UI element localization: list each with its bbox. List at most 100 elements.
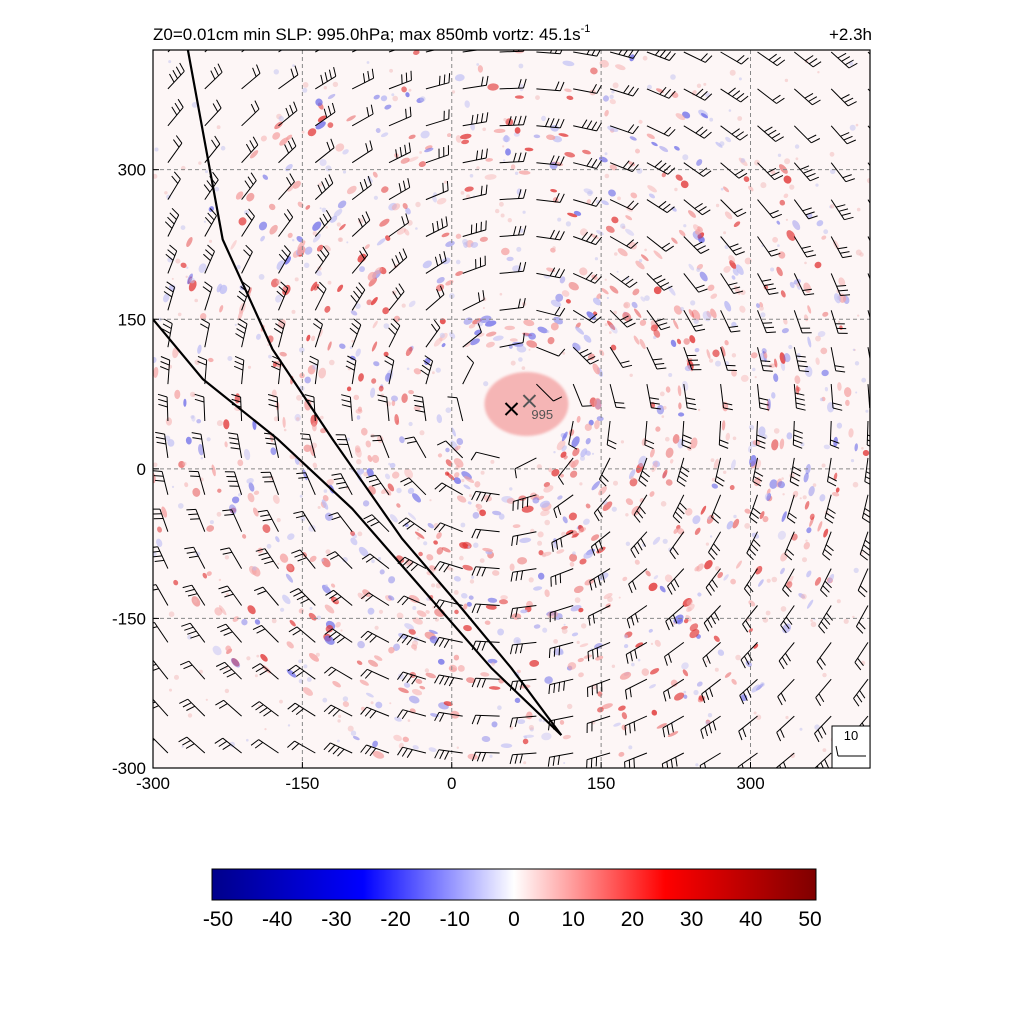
vorticity-speck [272, 132, 281, 140]
vorticity-speck [647, 185, 657, 193]
vorticity-speck [385, 595, 392, 602]
vorticity-speck [589, 402, 592, 405]
vorticity-speck [854, 443, 858, 452]
vorticity-speck [305, 205, 311, 210]
vorticity-speck [256, 654, 260, 658]
vorticity-speck [388, 646, 395, 654]
vorticity-speck [866, 178, 870, 184]
wind-barb [251, 701, 279, 717]
vorticity-speck [217, 488, 222, 493]
vorticity-speck [619, 672, 632, 680]
colorbar-tick-label: -20 [380, 908, 410, 931]
vorticity-speck [463, 603, 468, 610]
vorticity-speck [287, 724, 291, 727]
vorticity-speck [836, 422, 843, 429]
wind-barb [646, 86, 676, 99]
vorticity-speck [166, 194, 171, 200]
wind-barb [273, 318, 286, 348]
wind-barb [536, 155, 565, 166]
vorticity-speck [462, 238, 468, 245]
vorticity-speck [719, 141, 725, 147]
vorticity-speck [278, 115, 284, 122]
vorticity-speck [301, 130, 305, 134]
vorticity-speck [653, 286, 662, 295]
vorticity-speck [625, 215, 633, 221]
wind-barb [300, 433, 316, 459]
vorticity-speck [855, 391, 858, 394]
wind-barb [363, 514, 390, 533]
vorticity-speck [577, 657, 584, 663]
vorticity-speck [445, 240, 455, 247]
vorticity-speck [677, 385, 682, 397]
vorticity-speck [659, 585, 666, 593]
vorticity-speck [647, 84, 652, 90]
vorticity-speck [714, 667, 719, 672]
vorticity-speck [203, 220, 206, 223]
vorticity-speck [303, 444, 312, 453]
vorticity-speck [302, 87, 308, 93]
vorticity-speck [827, 573, 835, 584]
vorticity-speck [453, 472, 460, 478]
wind-barb [757, 310, 776, 334]
colorbar-tick-label: 50 [798, 908, 821, 931]
vorticity-speck [346, 241, 349, 244]
vorticity-speck [533, 624, 541, 629]
vorticity-speck [229, 504, 237, 515]
wind-barb [867, 347, 870, 362]
wind-barb [573, 157, 603, 169]
wind-barb [598, 457, 611, 487]
vorticity-speck [321, 499, 329, 510]
wind-barb [314, 138, 335, 164]
vorticity-speck [799, 497, 802, 500]
wind-barb [241, 136, 259, 164]
vorticity-speck [260, 135, 267, 142]
vorticity-speck [248, 482, 255, 492]
vorticity-speck [185, 275, 188, 278]
vorticity-speck [360, 427, 368, 436]
vorticity-speck [346, 115, 356, 122]
vorticity-speck [468, 323, 476, 329]
colorbar-tick-label: -50 [203, 908, 233, 931]
vorticity-speck [474, 481, 481, 488]
wind-barb [499, 333, 525, 348]
vorticity-speck [206, 437, 211, 442]
vorticity-speck [806, 527, 812, 534]
vorticity-speck [563, 455, 568, 460]
vorticity-speck [429, 635, 439, 644]
wind-barb [471, 566, 500, 577]
vorticity-speck [153, 471, 156, 484]
vorticity-speck [806, 599, 814, 609]
vorticity-speck [733, 221, 741, 228]
vorticity-speck [609, 285, 619, 294]
vorticity-speck [380, 132, 389, 138]
vorticity-speck [599, 349, 605, 356]
vorticity-speck [848, 428, 854, 438]
vorticity-speck [391, 203, 401, 211]
vorticity-speck [460, 522, 466, 528]
vorticity-speck [772, 236, 778, 243]
vorticity-speck [780, 290, 786, 298]
wind-barb [705, 568, 721, 596]
vorticity-speck [455, 233, 462, 239]
vorticity-speck [526, 340, 538, 348]
vorticity-speck [153, 551, 157, 557]
vorticity-speck [689, 629, 700, 639]
vorticity-speck [457, 664, 465, 672]
wind-barb [267, 394, 279, 422]
vorticity-field [153, 50, 870, 767]
vorticity-speck [591, 452, 595, 455]
vorticity-speck [349, 346, 353, 349]
wind-barb [784, 531, 795, 561]
wind-barb [351, 246, 369, 274]
vorticity-speck [437, 658, 445, 665]
vorticity-speck [449, 332, 456, 339]
wind-barb [278, 101, 298, 127]
vorticity-speck [280, 607, 285, 612]
vorticity-speck [279, 553, 289, 563]
vorticity-speck [654, 639, 661, 647]
wind-barb [711, 494, 722, 524]
vorticity-speck [682, 669, 689, 677]
vorticity-speck [287, 533, 295, 541]
wind-barb [370, 435, 390, 459]
vorticity-speck [649, 668, 660, 675]
